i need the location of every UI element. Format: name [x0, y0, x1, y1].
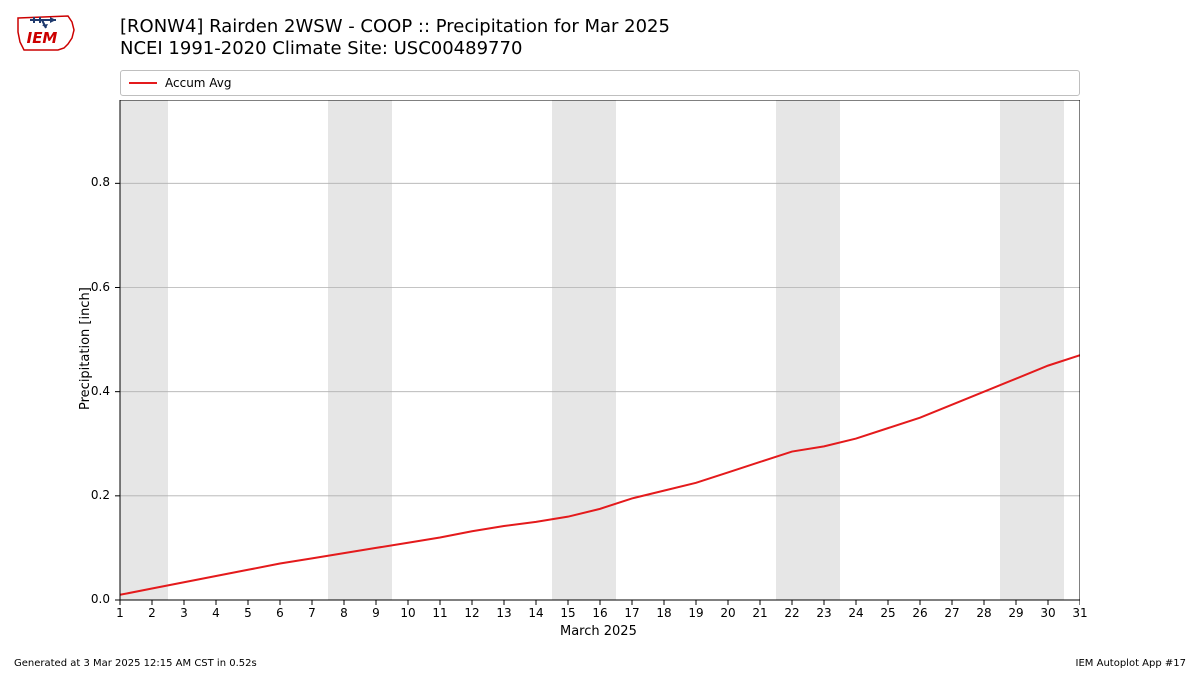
- x-tick-label: 11: [432, 606, 448, 620]
- x-tick-label: 22: [784, 606, 800, 620]
- x-tick-label: 24: [848, 606, 864, 620]
- chart-title-line1: [RONW4] Rairden 2WSW - COOP :: Precipita…: [120, 16, 670, 38]
- x-tick-label: 25: [880, 606, 896, 620]
- y-tick-label: 0.8: [91, 175, 110, 189]
- x-tick-label: 17: [624, 606, 640, 620]
- footer-generated: Generated at 3 Mar 2025 12:15 AM CST in …: [14, 658, 257, 669]
- x-tick-label: 16: [592, 606, 608, 620]
- x-tick-label: 13: [496, 606, 512, 620]
- chart-title-line2: NCEI 1991-2020 Climate Site: USC00489770: [120, 38, 670, 60]
- y-tick-label: 0.2: [91, 488, 110, 502]
- iem-logo: IEM: [12, 8, 82, 58]
- x-tick-label: 1: [112, 606, 128, 620]
- x-tick-label: 15: [560, 606, 576, 620]
- logo-text: IEM: [27, 29, 58, 47]
- y-tick-label: 0.4: [91, 384, 110, 398]
- legend-label: Accum Avg: [165, 76, 232, 90]
- title-block: [RONW4] Rairden 2WSW - COOP :: Precipita…: [120, 16, 670, 60]
- x-tick-label: 2: [144, 606, 160, 620]
- line-chart: [114, 100, 1080, 606]
- x-tick-label: 21: [752, 606, 768, 620]
- x-tick-label: 3: [176, 606, 192, 620]
- x-tick-label: 4: [208, 606, 224, 620]
- y-tick-label: 0.0: [91, 592, 110, 606]
- legend-swatch: [129, 82, 157, 84]
- x-tick-label: 5: [240, 606, 256, 620]
- x-tick-label: 19: [688, 606, 704, 620]
- chart-container: IEM [RONW4] Rairden 2WSW - COOP :: Preci…: [0, 0, 1200, 675]
- footer-app: IEM Autoplot App #17: [1076, 658, 1186, 669]
- x-tick-label: 30: [1040, 606, 1056, 620]
- x-tick-label: 26: [912, 606, 928, 620]
- x-tick-label: 10: [400, 606, 416, 620]
- x-tick-label: 31: [1072, 606, 1088, 620]
- x-tick-label: 7: [304, 606, 320, 620]
- x-tick-label: 18: [656, 606, 672, 620]
- y-tick-label: 0.6: [91, 280, 110, 294]
- x-tick-label: 9: [368, 606, 384, 620]
- x-tick-label: 12: [464, 606, 480, 620]
- x-tick-label: 8: [336, 606, 352, 620]
- x-tick-label: 27: [944, 606, 960, 620]
- x-axis-label: March 2025: [560, 624, 637, 639]
- x-tick-label: 28: [976, 606, 992, 620]
- x-tick-label: 29: [1008, 606, 1024, 620]
- legend: Accum Avg: [120, 70, 1080, 96]
- x-tick-label: 14: [528, 606, 544, 620]
- x-tick-label: 20: [720, 606, 736, 620]
- x-tick-label: 6: [272, 606, 288, 620]
- x-tick-label: 23: [816, 606, 832, 620]
